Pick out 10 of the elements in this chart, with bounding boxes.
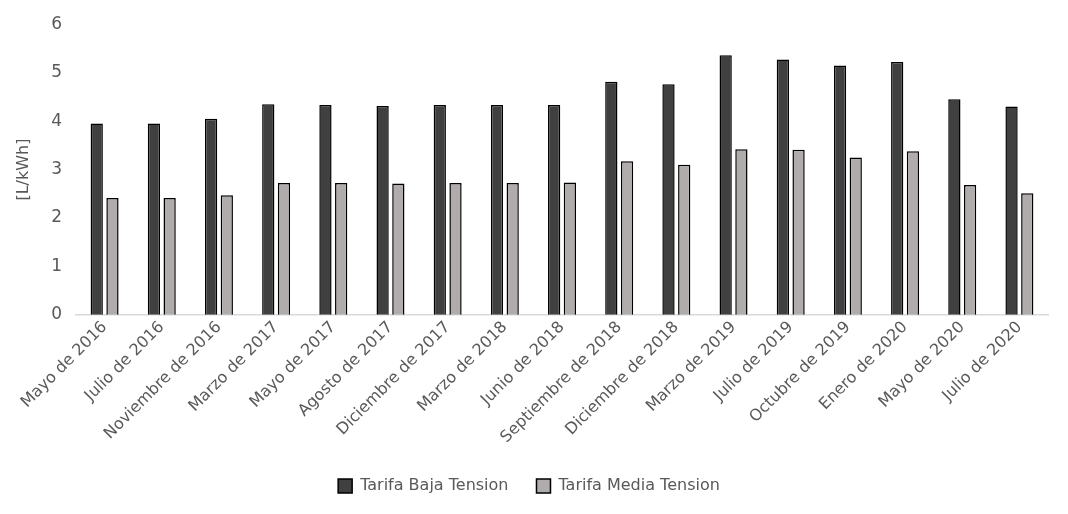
legend-label: Tarifa Baja Tension: [359, 475, 509, 495]
y-tick-label: 2: [51, 206, 63, 227]
y-axis-title: [L/kWh]: [12, 138, 32, 201]
y-tick-label: 4: [51, 109, 63, 130]
y-tick-label: 1: [51, 254, 63, 275]
y-tick-label: 3: [51, 157, 63, 178]
y-tick-label: 6: [51, 12, 63, 33]
y-tick-label: 0: [51, 303, 63, 324]
y-tick-label: 5: [51, 61, 63, 82]
legend-label: Tarifa Media Tension: [557, 475, 720, 495]
